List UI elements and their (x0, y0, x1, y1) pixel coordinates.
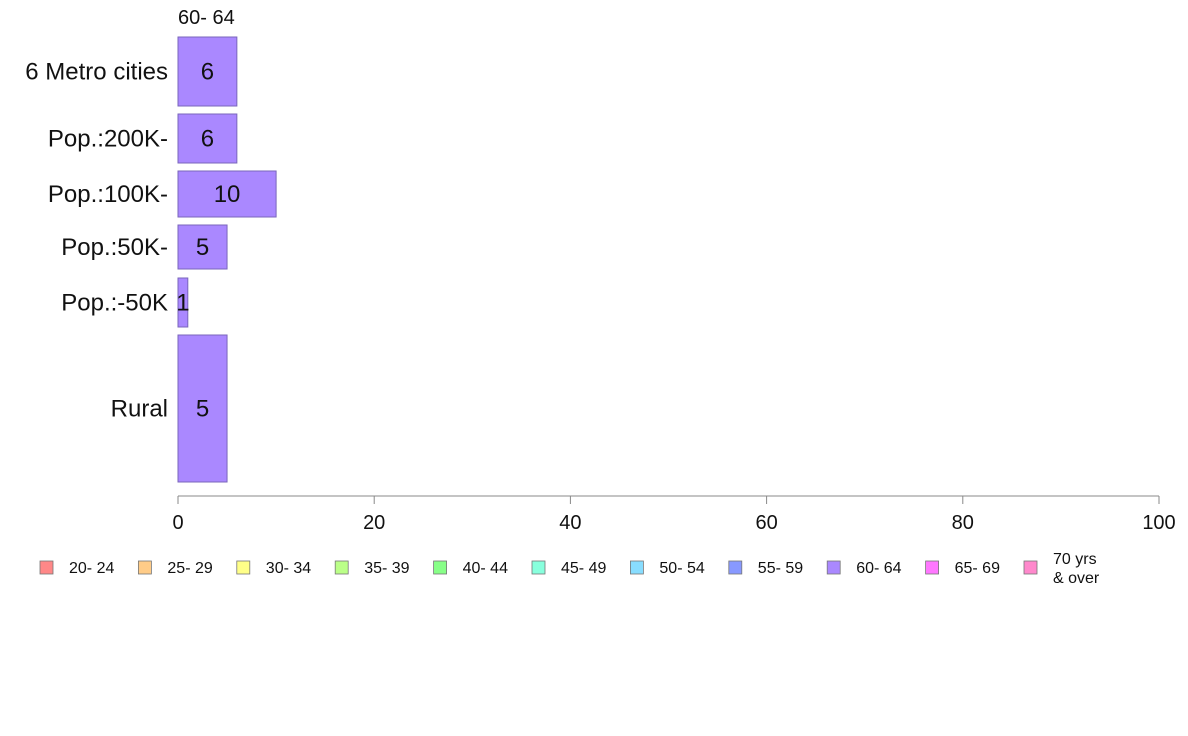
legend-label: 35- 39 (364, 560, 409, 577)
value-label: 1 (176, 290, 189, 317)
category-label: Pop.:200K- (48, 126, 168, 153)
category-label: Pop.:100K- (48, 181, 168, 208)
legend-swatch (728, 560, 743, 575)
panel-title: 60- 64 (178, 7, 235, 29)
category-label: Pop.:50K- (61, 234, 168, 261)
legend-swatch (1023, 560, 1038, 575)
legend-label: 25- 29 (167, 560, 212, 577)
value-label: 6 (201, 59, 214, 86)
bar-3 (177, 224, 228, 270)
x-tick-label: 100 (1142, 512, 1175, 534)
x-tick-label: 20 (363, 512, 385, 534)
legend-label: 65- 69 (955, 560, 1000, 577)
legend: 20- 24 25- 29 30- 34 35- 39 40- 44 45- 49 50- … (39, 551, 1100, 587)
legend-swatch (826, 560, 841, 575)
legend-label: 45- 49 (561, 560, 606, 577)
legend-label: 55- 59 (758, 560, 803, 577)
bar-5 (177, 334, 228, 483)
value-label: 10 (214, 181, 241, 208)
legend-swatch (236, 560, 251, 575)
bar-4 (177, 277, 189, 328)
value-label: 5 (196, 234, 209, 261)
legend-swatch (433, 560, 448, 575)
legend-label: 60- 64 (856, 560, 901, 577)
x-tick-label: 80 (952, 512, 974, 534)
legend-swatch (531, 560, 546, 575)
value-label: 5 (196, 396, 209, 423)
legend-swatch (334, 560, 349, 575)
category-label: Rural (111, 396, 168, 423)
legend-label: 70 yrs & over (1053, 551, 1100, 587)
bars-group: 6 Metro cities 6 Pop.:200K- 6 Pop.:100K- 10 Po… (25, 36, 277, 483)
legend-swatch (630, 560, 644, 575)
x-tick-label: 40 (559, 512, 581, 534)
bar-2 (177, 170, 277, 218)
legend-label: 40- 44 (463, 560, 508, 577)
x-tick-label: 0 (172, 512, 183, 534)
legend-label: 30- 34 (266, 560, 311, 577)
legend-label: 50- 54 (659, 560, 704, 577)
category-label: 6 Metro cities (25, 59, 168, 86)
value-label: 6 (201, 126, 214, 153)
legend-swatch (137, 560, 152, 575)
x-tick-label: 60 (755, 512, 777, 534)
legend-swatch (925, 560, 939, 575)
x-axis: 0 20 40 60 80 100 (172, 495, 1176, 534)
legend-label: 20- 24 (69, 560, 114, 577)
legend-swatch (39, 560, 54, 575)
category-label: Pop.:-50K (61, 290, 168, 317)
bar-0 (177, 36, 238, 107)
bar-1 (177, 113, 238, 164)
